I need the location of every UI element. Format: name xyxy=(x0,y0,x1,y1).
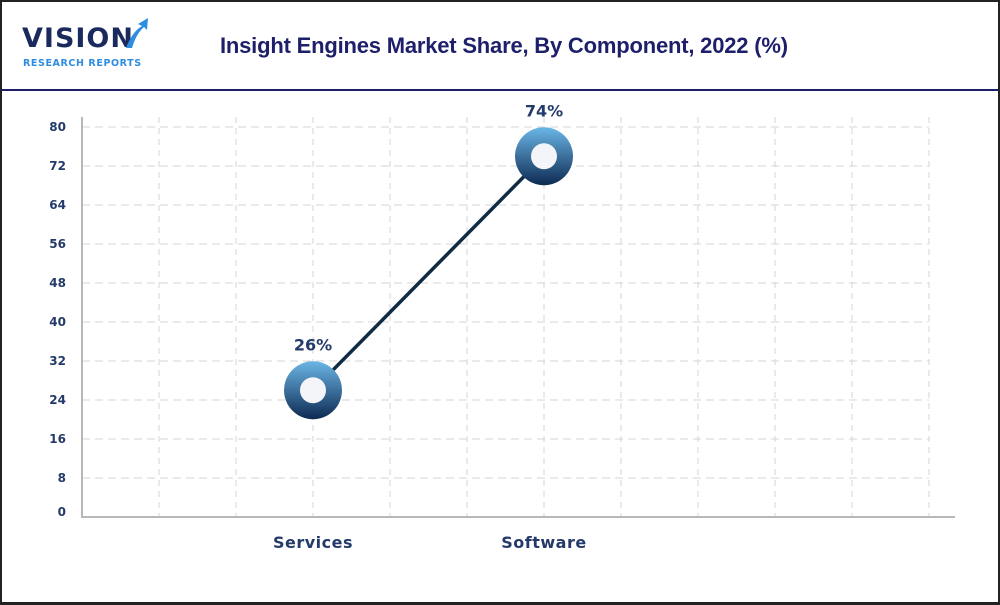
y-tick-label: 24 xyxy=(49,393,66,407)
data-point-marker-center xyxy=(531,143,557,170)
y-tick-label: 8 xyxy=(58,471,66,485)
y-tick-label: 56 xyxy=(49,237,66,251)
logo-subtitle: RESEARCH REPORTS xyxy=(23,58,142,69)
series-line xyxy=(311,155,546,392)
y-tick-label: 64 xyxy=(49,198,66,212)
x-axis-ticks: Services Software xyxy=(273,533,586,552)
y-tick-label: 40 xyxy=(49,315,66,329)
x-tick-label: Services xyxy=(273,533,353,552)
y-tick-label: 80 xyxy=(49,120,66,134)
data-label: 26% xyxy=(294,335,332,354)
y-axis-ticks: 0 8 16 24 32 40 48 56 64 72 80 xyxy=(49,120,66,519)
header: VISION RESEARCH REPORTS Insight Engines … xyxy=(2,2,998,89)
y-tick-label: 48 xyxy=(49,276,66,290)
y-tick-label: 0 xyxy=(58,505,66,519)
x-tick-label: Software xyxy=(501,533,586,552)
grid xyxy=(82,117,930,517)
y-tick-label: 32 xyxy=(49,354,66,368)
vision-research-reports-logo: VISION RESEARCH REPORTS xyxy=(22,18,162,74)
chart-title: Insight Engines Market Share, By Compone… xyxy=(220,33,788,58)
data-label: 74% xyxy=(525,101,563,120)
header-divider xyxy=(2,89,998,91)
logo-arrow-icon xyxy=(126,18,148,48)
axes xyxy=(81,117,955,518)
logo-wordmark: VISION xyxy=(22,23,134,54)
y-tick-label: 72 xyxy=(49,159,66,173)
series: 26% 74% xyxy=(284,101,573,420)
y-tick-label: 16 xyxy=(49,432,66,446)
data-point-marker-center xyxy=(300,377,326,404)
